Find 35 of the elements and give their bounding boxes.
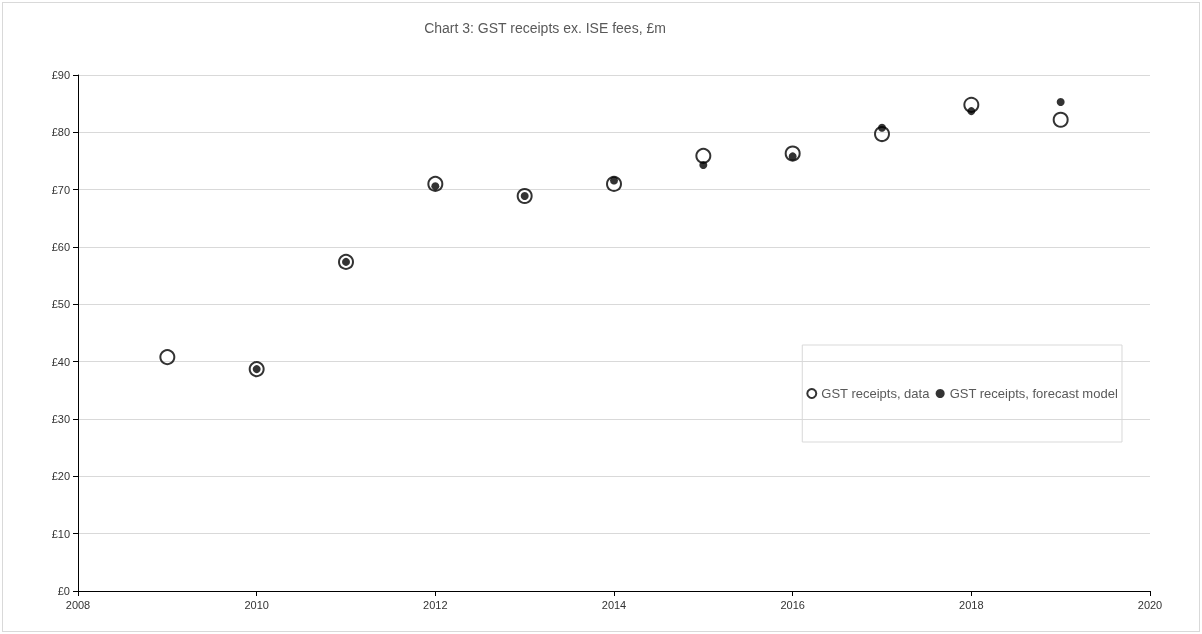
point (606, 175, 622, 192)
y-tick-label: £80 (51, 126, 70, 139)
chart-title: Chart 3: GST receipts ex. ISE fees, £m (424, 20, 666, 36)
y-tick-label: £90 (51, 69, 70, 81)
point (874, 126, 890, 143)
point (1052, 111, 1069, 128)
y-tick-label: £20 (51, 470, 70, 483)
x-tick-label: 2012 (423, 598, 448, 611)
point (159, 349, 176, 366)
point (784, 145, 801, 162)
y-tick-label: £0 (57, 585, 70, 597)
x-tick-label: 2014 (601, 598, 627, 611)
x-tick-label: 2016 (780, 598, 805, 611)
point (1056, 97, 1065, 106)
legend-label: GST receipts, forecast model (949, 386, 1118, 401)
x-tick-label: 2010 (244, 598, 269, 611)
point (878, 123, 886, 132)
x-tick-label: 2018 (959, 598, 984, 611)
point (963, 96, 980, 113)
x-tick-label: 2020 (1137, 598, 1163, 611)
point (248, 361, 265, 378)
y-tick-label: £30 (51, 413, 70, 425)
y-tick-label: £60 (51, 241, 70, 253)
point (338, 253, 354, 270)
y-tick-label: £50 (51, 298, 70, 311)
point (516, 187, 533, 204)
y-tick-label: £70 (51, 183, 70, 196)
y-tick-label: £40 (51, 355, 70, 368)
point (967, 107, 976, 116)
legend-label: GST receipts, data (821, 386, 931, 401)
point (695, 147, 712, 164)
point (427, 175, 444, 192)
y-tick-label: £10 (51, 527, 70, 540)
point (699, 161, 708, 170)
x-tick-label: 2008 (65, 598, 91, 611)
